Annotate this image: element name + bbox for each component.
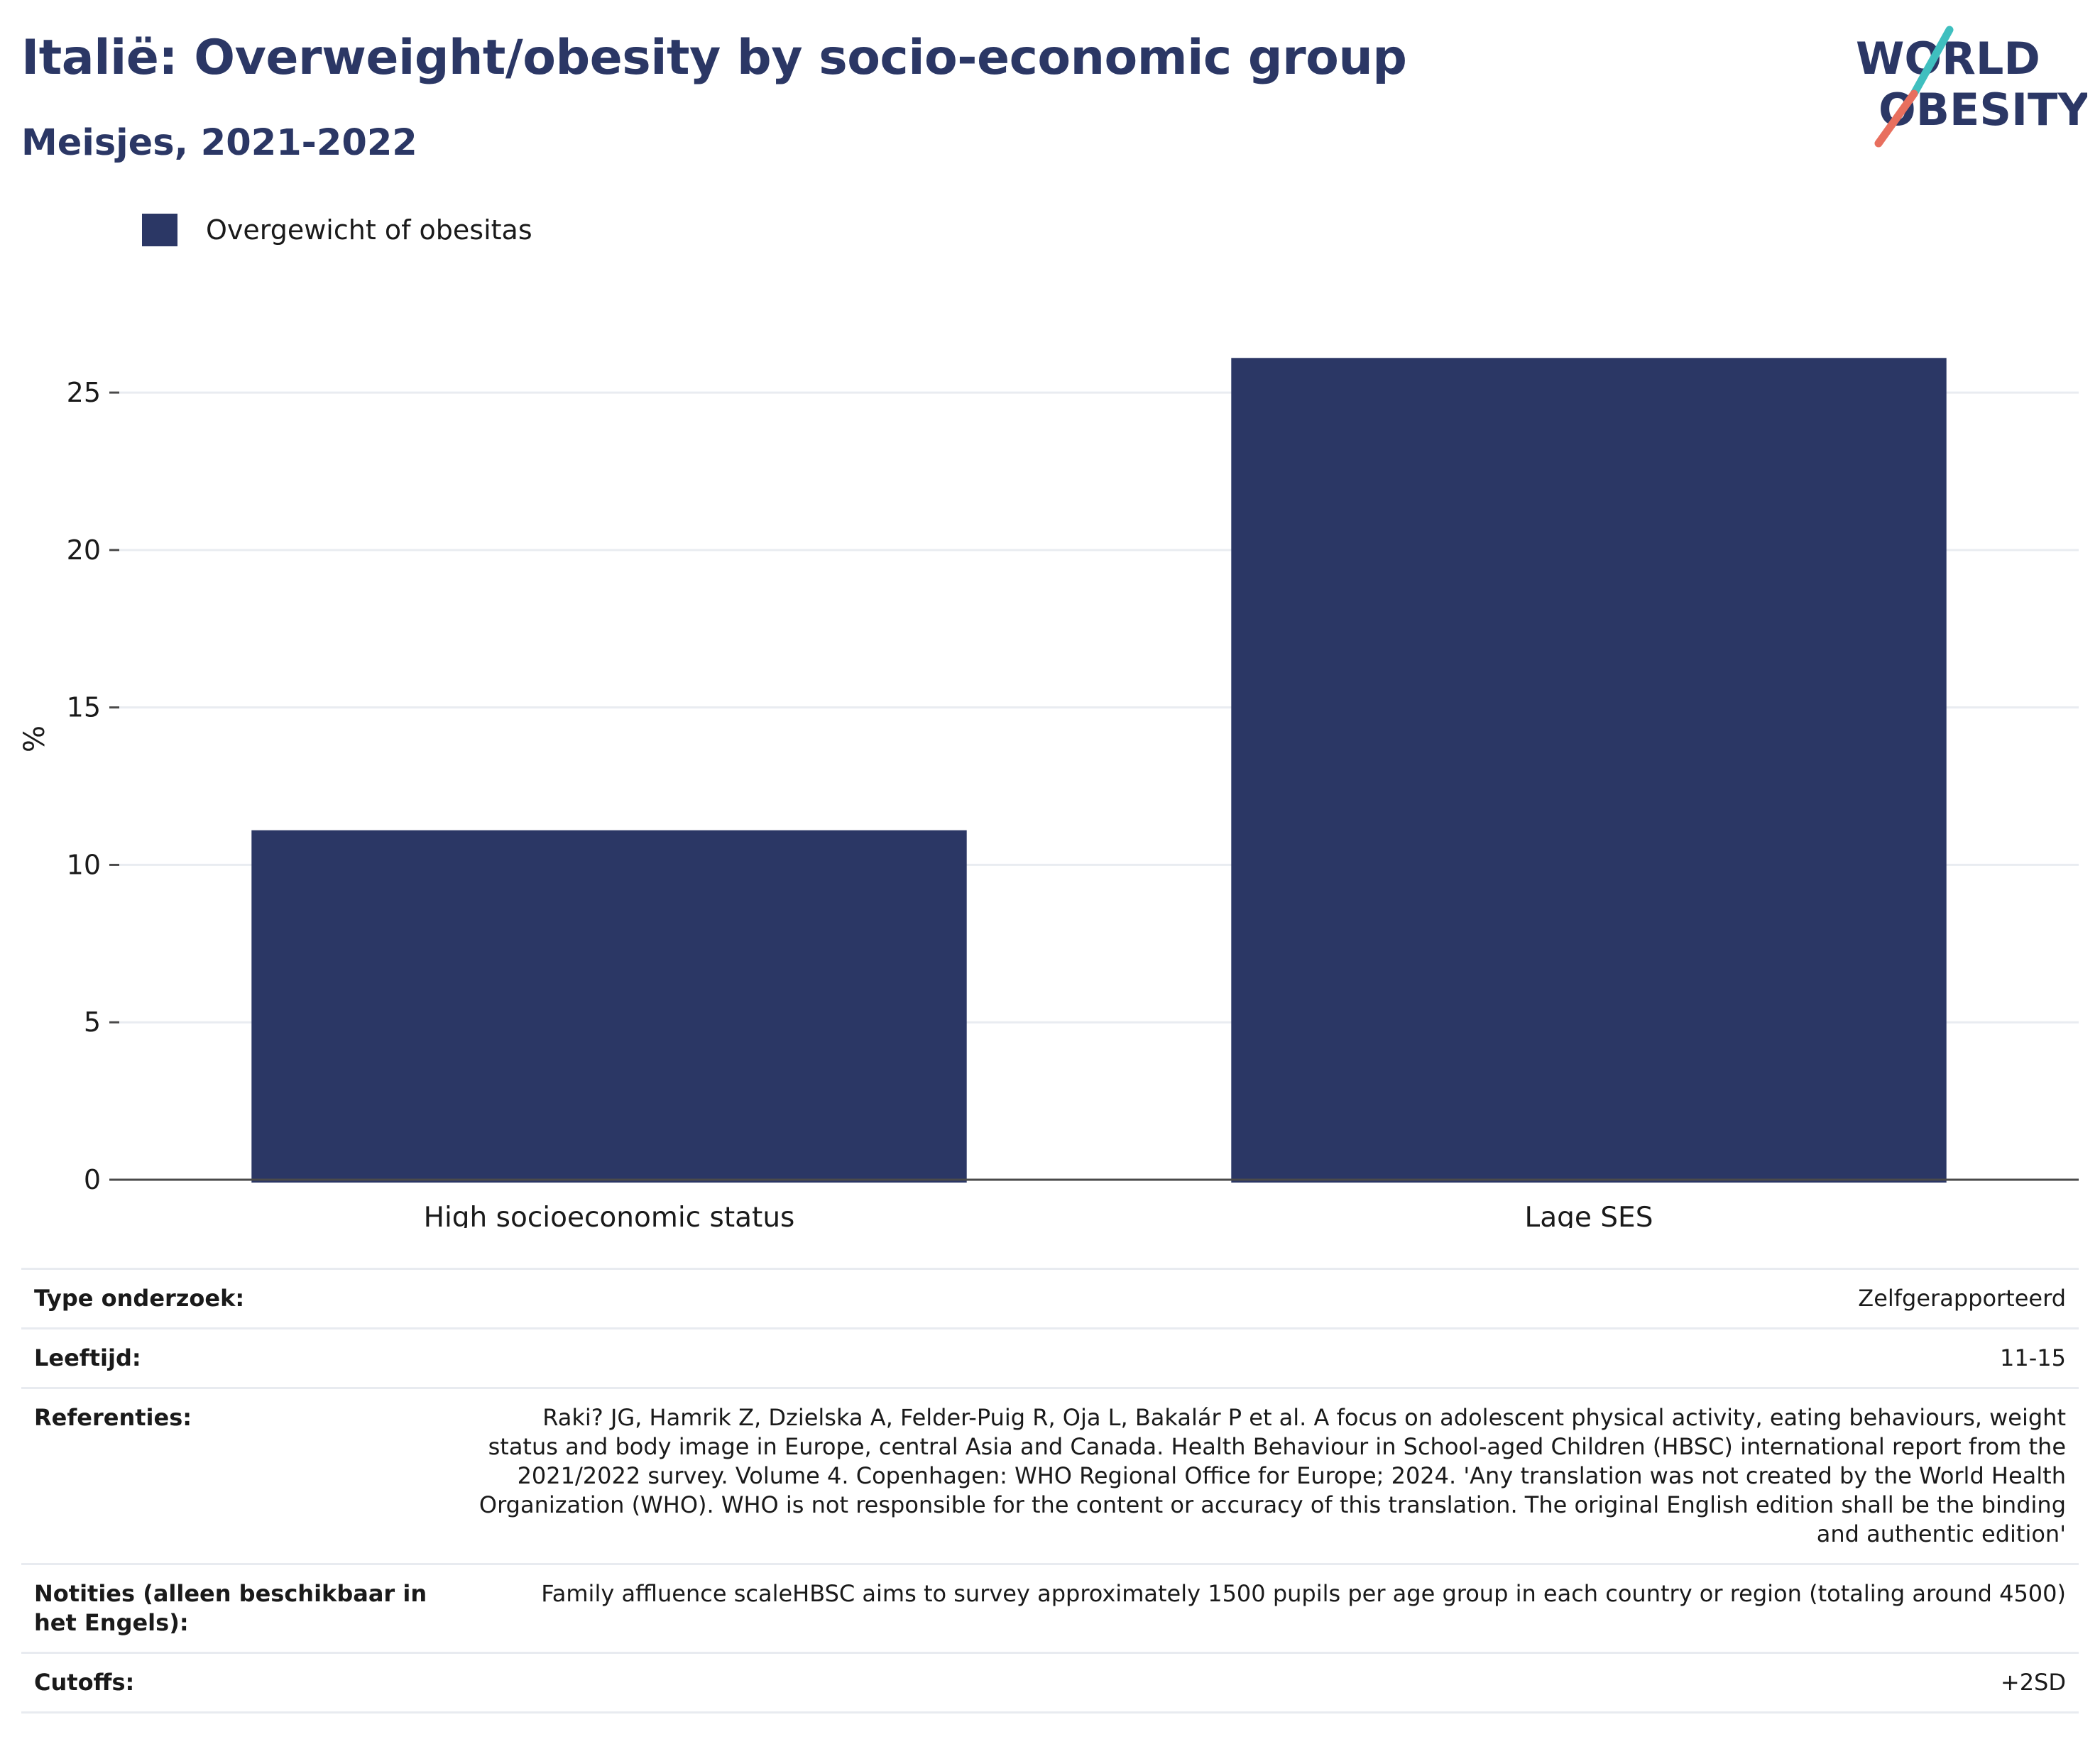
y-tick-label: 0 — [84, 1164, 101, 1195]
bar-chart: 0 5 10 15 20 25 High socioeconomic status Lage… — [18, 358, 2079, 1228]
chart-subtitle: Meisjes, 2021-2022 — [21, 122, 417, 164]
y-tick-label: 25 — [67, 377, 101, 408]
y-tick-label: 10 — [67, 849, 101, 880]
metadata-row: Type onderzoek: Zelfgerapporteerd — [21, 1268, 2079, 1329]
legend-label[interactable]: Overgewicht of obesitas — [206, 214, 532, 246]
metadata-key: Notities (alleen beschikbaar in het Enge… — [21, 1563, 459, 1653]
metadata-row: Cutoffs: +2SD — [21, 1652, 2079, 1714]
metadata-value: Raki? JG, Hamrik Z, Dzielska A, Felder-P… — [459, 1387, 2079, 1564]
logo-slash-top — [1910, 26, 1954, 98]
y-axis-label: % — [18, 725, 51, 752]
metadata-value: 11-15 — [459, 1327, 2079, 1388]
x-tick-label: Lage SES — [1525, 1202, 1653, 1228]
metadata-value: Family affluence scaleHBSC aims to surve… — [459, 1563, 2079, 1653]
y-axis-tick-labels: 0 5 10 15 20 25 — [67, 377, 119, 1195]
y-tick-label: 5 — [84, 1007, 101, 1038]
y-tick-label: 20 — [67, 534, 101, 566]
metadata-row: Leeftijd: 11-15 — [21, 1327, 2079, 1388]
metadata-table: Type onderzoek: Zelfgerapporteerd Leeftijd… — [21, 1268, 2079, 1714]
bar[interactable] — [1231, 358, 1947, 1183]
metadata-row: Notities (alleen beschikbaar in het Enge… — [21, 1563, 2079, 1653]
metadata-value: +2SD — [459, 1652, 2079, 1714]
chart-title: Italië: Overweight/obesity by socio-econ… — [21, 30, 1407, 86]
world-obesity-logo[interactable]: WORLD OBESITY — [1853, 17, 2087, 152]
metadata-key: Leeftijd: — [21, 1327, 459, 1388]
metadata-value: Zelfgerapporteerd — [459, 1268, 2079, 1329]
metadata-key: Type onderzoek: — [21, 1268, 459, 1329]
x-tick-label: High socioeconomic status — [424, 1202, 795, 1228]
chart-legend: Overgewicht of obesitas — [142, 212, 532, 248]
logo-line-2: OBESITY — [1878, 84, 2087, 136]
legend-swatch — [142, 214, 177, 246]
metadata-key: Cutoffs: — [21, 1652, 459, 1714]
metadata-key: Referenties: — [21, 1387, 459, 1564]
logo-slash-bottom — [1874, 89, 1918, 148]
logo-line-1: WORLD — [1856, 33, 2040, 84]
metadata-row: Referenties: Raki? JG, Hamrik Z, Dzielska… — [21, 1387, 2079, 1564]
x-axis-tick-labels: High socioeconomic status Lage SES — [424, 1202, 1653, 1228]
y-tick-label: 15 — [67, 692, 101, 723]
bar[interactable] — [251, 830, 967, 1183]
bars — [251, 358, 1947, 1183]
